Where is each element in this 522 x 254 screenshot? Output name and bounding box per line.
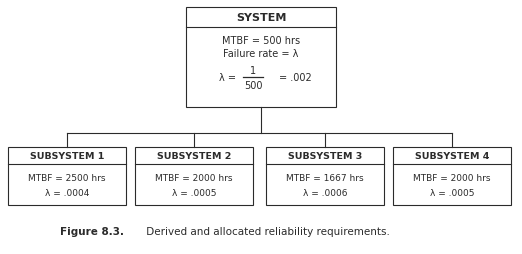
Text: SUBSYSTEM 1: SUBSYSTEM 1: [30, 151, 104, 160]
Bar: [135, 147, 253, 205]
Text: λ =: λ =: [219, 73, 239, 83]
Text: = .002: = .002: [279, 73, 312, 83]
Text: 500: 500: [244, 81, 262, 91]
Text: Figure 8.3.: Figure 8.3.: [61, 226, 124, 236]
Bar: [186, 8, 336, 108]
Text: 1: 1: [250, 66, 256, 76]
Text: λ = .0005: λ = .0005: [430, 188, 474, 197]
Text: λ = .0004: λ = .0004: [45, 188, 89, 197]
Text: SUBSYSTEM 2: SUBSYSTEM 2: [157, 151, 231, 160]
Text: SYSTEM: SYSTEM: [236, 13, 286, 23]
Text: λ = .0006: λ = .0006: [303, 188, 347, 197]
Text: SUBSYSTEM 3: SUBSYSTEM 3: [288, 151, 362, 160]
Bar: [8, 147, 126, 205]
Text: Derived and allocated reliability requirements.: Derived and allocated reliability requir…: [143, 226, 390, 236]
Bar: [393, 147, 511, 205]
Text: MTBF = 2500 hrs: MTBF = 2500 hrs: [28, 173, 106, 182]
Text: SUBSYSTEM 4: SUBSYSTEM 4: [415, 151, 489, 160]
Text: MTBF = 2000 hrs: MTBF = 2000 hrs: [413, 173, 491, 182]
Text: MTBF = 1667 hrs: MTBF = 1667 hrs: [286, 173, 364, 182]
Text: MTBF = 2000 hrs: MTBF = 2000 hrs: [155, 173, 233, 182]
Text: λ = .0005: λ = .0005: [172, 188, 216, 197]
Text: Failure rate = λ: Failure rate = λ: [223, 49, 299, 59]
Bar: [266, 147, 384, 205]
Text: MTBF = 500 hrs: MTBF = 500 hrs: [222, 36, 300, 46]
